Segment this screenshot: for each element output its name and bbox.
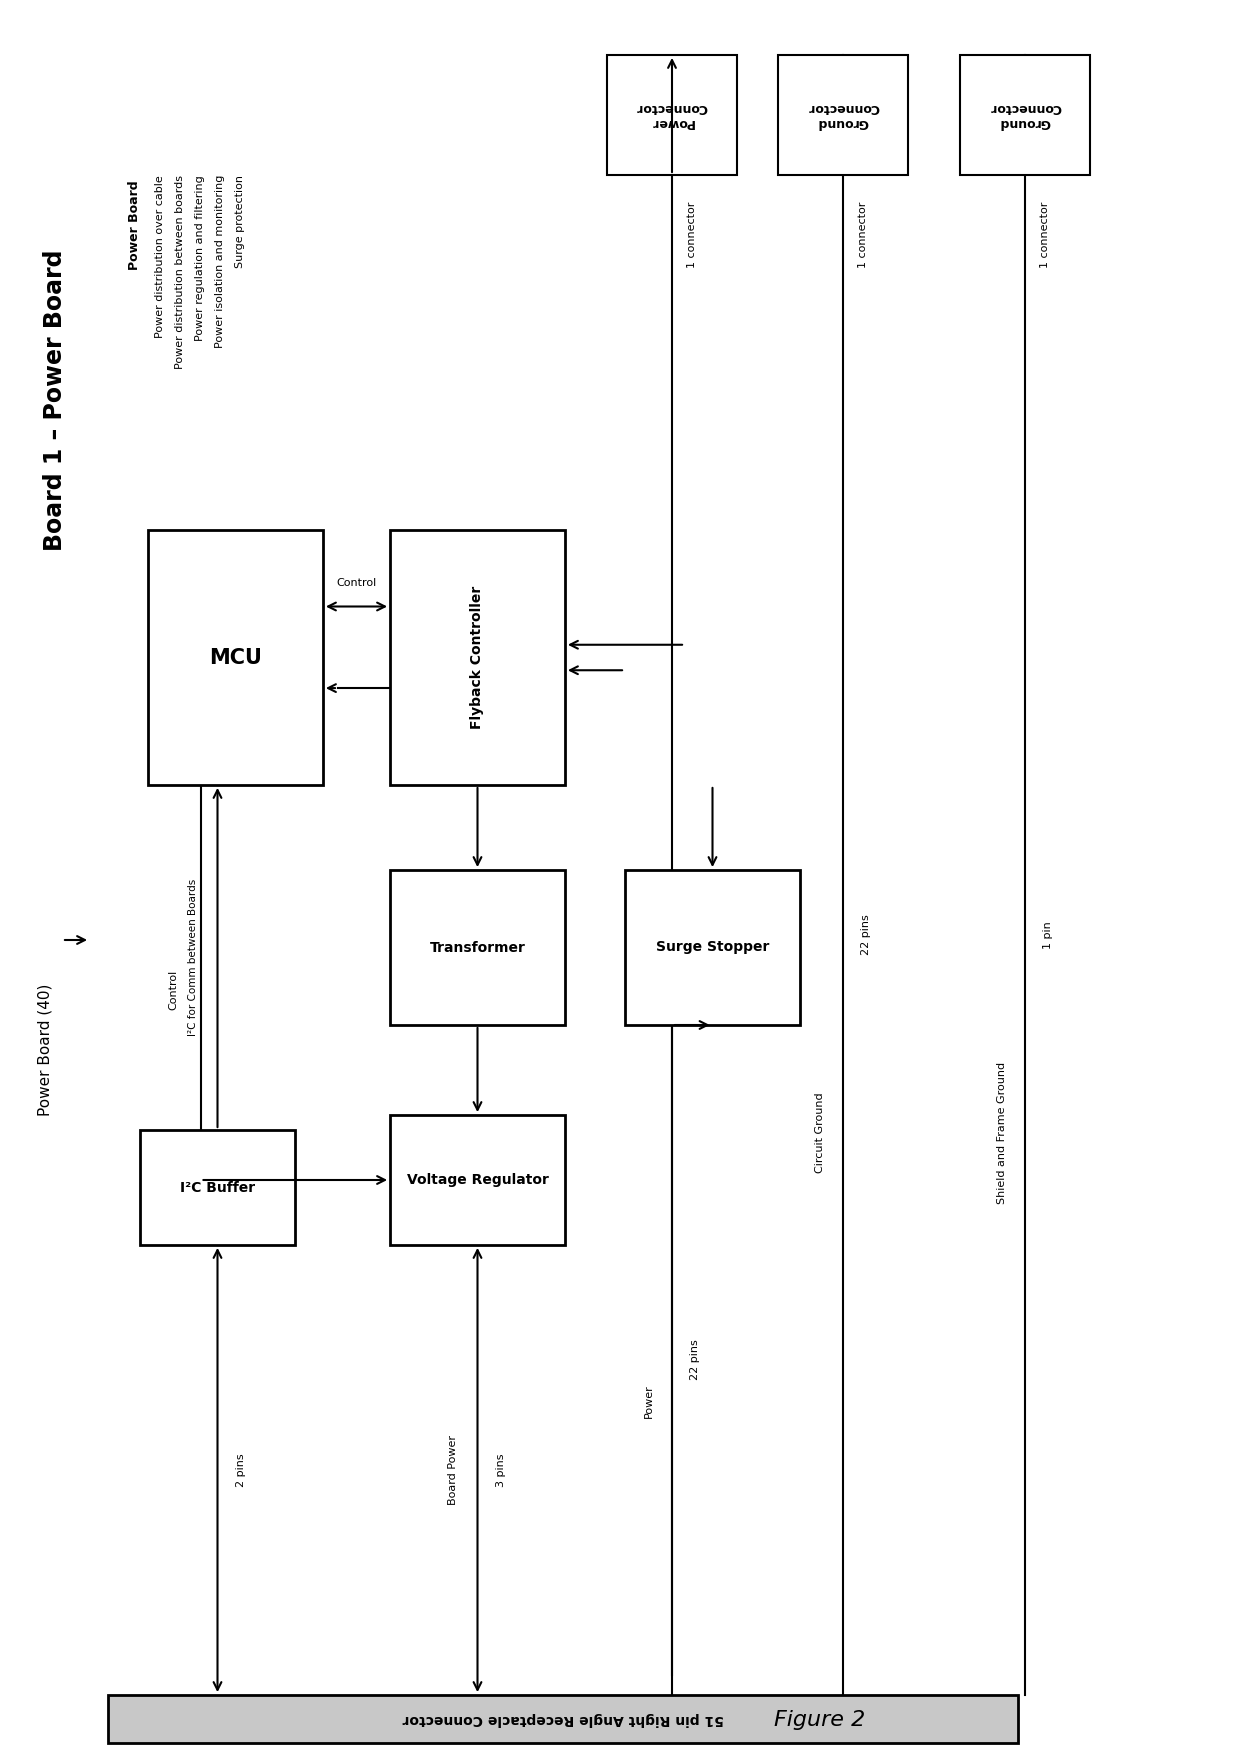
Bar: [391, 529, 565, 785]
Text: Control: Control: [336, 579, 377, 589]
Text: Surge Stopper: Surge Stopper: [656, 940, 769, 954]
Text: Power
Connector: Power Connector: [636, 101, 708, 129]
Text: 3 pins: 3 pins: [496, 1454, 506, 1487]
Bar: [391, 870, 565, 1025]
Text: Board Power: Board Power: [448, 1434, 458, 1505]
Bar: [108, 1695, 1018, 1743]
Text: 1 connector: 1 connector: [858, 201, 868, 268]
Bar: [391, 1115, 565, 1245]
Text: Figure 2: Figure 2: [774, 1709, 866, 1730]
Bar: [140, 1131, 295, 1245]
Text: Control: Control: [169, 970, 179, 1011]
Text: 1 connector: 1 connector: [1040, 201, 1050, 268]
Text: Ground
Connector: Ground Connector: [807, 101, 879, 129]
Text: Ground
Connector: Ground Connector: [990, 101, 1061, 129]
Text: 22 pins: 22 pins: [861, 914, 870, 956]
Bar: [777, 55, 908, 175]
Text: MCU: MCU: [210, 647, 262, 667]
Text: I²C Buffer: I²C Buffer: [180, 1180, 255, 1194]
Bar: [148, 529, 322, 785]
Bar: [960, 55, 1090, 175]
Text: Power regulation and filtering: Power regulation and filtering: [195, 175, 205, 340]
Text: 51 pin Right Angle Receptacle Connector: 51 pin Right Angle Receptacle Connector: [402, 1713, 724, 1725]
Bar: [625, 870, 800, 1025]
Text: Power distribution between boards: Power distribution between boards: [175, 175, 185, 369]
Text: Flyback Controller: Flyback Controller: [470, 586, 485, 729]
Text: Power distribution over cable: Power distribution over cable: [155, 175, 165, 337]
Text: 1 pin: 1 pin: [1043, 921, 1053, 949]
Text: 22 pins: 22 pins: [689, 1339, 701, 1381]
Text: 1 connector: 1 connector: [687, 201, 697, 268]
Text: Power Board (40): Power Board (40): [37, 984, 52, 1117]
Text: Power Board: Power Board: [129, 180, 141, 270]
Text: Power: Power: [644, 1385, 653, 1418]
Text: Shield and Frame Ground: Shield and Frame Ground: [997, 1062, 1007, 1203]
Text: Board 1 – Power Board: Board 1 – Power Board: [43, 249, 67, 550]
Text: Power isolation and monitoring: Power isolation and monitoring: [215, 175, 224, 348]
Text: Surge protection: Surge protection: [236, 175, 246, 268]
Text: Transformer: Transformer: [429, 940, 526, 954]
Bar: [608, 55, 737, 175]
Text: I²C for Comm between Boards: I²C for Comm between Boards: [187, 878, 197, 1035]
Text: Voltage Regulator: Voltage Regulator: [407, 1173, 548, 1187]
Text: Circuit Ground: Circuit Ground: [815, 1092, 825, 1173]
Text: 2 pins: 2 pins: [236, 1454, 246, 1487]
